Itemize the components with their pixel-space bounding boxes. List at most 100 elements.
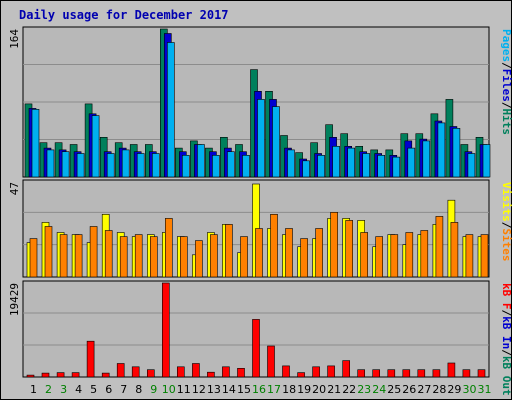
bar-sites-day-6	[104, 230, 113, 278]
bar-pages-day-10	[167, 42, 175, 178]
x-tick-label: 29	[447, 383, 461, 396]
legend-files: Files	[500, 69, 512, 102]
bar-pages-day-31	[482, 144, 491, 178]
bar-kb-f-day-22	[342, 360, 351, 378]
bar-pages-day-15	[242, 155, 250, 178]
legend-kb-f: kB F	[500, 283, 512, 310]
x-tick-label: 24	[372, 383, 386, 396]
bar-sites-day-20	[315, 228, 323, 278]
bar-pages-day-25	[392, 156, 401, 178]
bar-pages-day-24	[377, 155, 386, 178]
x-tick-label: 30	[463, 383, 477, 396]
legend-sites: Sites	[500, 228, 512, 261]
bar-sites-day-2	[44, 226, 53, 278]
legend-separator: /	[500, 222, 512, 229]
bar-sites-day-15	[240, 236, 248, 278]
bar-kb-f-day-6	[101, 372, 110, 378]
bar-pages-day-14	[227, 151, 235, 178]
bar-kb-f-day-23	[357, 369, 366, 378]
panel-kbytes: 19429 kB F/kB In/kB Out	[8, 280, 512, 396]
bar-pages-day-18	[287, 149, 295, 178]
bar-pages-day-9	[152, 153, 160, 178]
bar-pages-day-16	[257, 99, 265, 178]
bar-kb-f-day-26	[402, 369, 411, 378]
bar-sites-day-22	[345, 220, 354, 278]
bar-kb-f-day-11	[177, 366, 185, 378]
bar-kb-f-day-25	[387, 369, 396, 378]
bar-sites-day-7	[119, 236, 128, 278]
x-tick-label: 6	[105, 383, 112, 396]
legend-visits: Visits	[500, 182, 512, 222]
x-tick-label: 17	[267, 383, 281, 396]
bar-pages-day-4	[76, 153, 85, 178]
x-tick-label: 19	[297, 383, 311, 396]
bar-pages-day-27	[422, 140, 431, 178]
bar-kb-f-day-24	[372, 369, 381, 378]
bar-sites-day-19	[300, 238, 308, 278]
bar-pages-day-17	[272, 106, 280, 178]
bar-sites-day-28	[435, 216, 444, 278]
bar-kb-f-day-4	[71, 372, 80, 378]
x-tick-label: 2	[45, 383, 52, 396]
bar-kb-f-day-5	[86, 340, 95, 378]
y-max-label: 47	[8, 182, 21, 195]
bar-kb-f-day-13	[207, 371, 215, 378]
bar-kb-f-day-8	[131, 366, 140, 378]
bar-sites-day-9	[150, 236, 158, 278]
x-tick-label: 4	[75, 383, 82, 396]
bar-pages-day-30	[467, 153, 476, 178]
bar-pages-day-23	[362, 153, 371, 178]
bar-kb-f-day-7	[116, 363, 125, 378]
bar-kb-f-day-29	[447, 362, 456, 378]
bar-sites-day-31	[480, 234, 489, 278]
bar-pages-day-2	[46, 149, 55, 178]
bar-kb-f-day-16	[252, 319, 260, 378]
bar-sites-day-14	[225, 224, 233, 278]
bar-pages-day-26	[407, 147, 416, 178]
legend-requests: Pages/Files/Hits	[500, 29, 512, 135]
bar-pages-day-19	[302, 160, 310, 178]
bar-sites-day-1	[29, 238, 38, 278]
legend-kb-out: kB Out	[500, 356, 512, 396]
chart-title: Daily usage for December 2017	[19, 8, 229, 22]
x-tick-label: 3	[60, 383, 67, 396]
bar-pages-day-22	[347, 147, 356, 178]
x-tick-label: 12	[192, 383, 206, 396]
bar-kb-f-day-3	[56, 372, 65, 378]
bar-pages-day-29	[452, 128, 461, 178]
bar-sites-day-4	[74, 234, 83, 278]
x-tick-label: 26	[402, 383, 416, 396]
legend-hits: Hits	[500, 109, 512, 136]
x-tick-label: 15	[237, 383, 251, 396]
bar-kb-f-day-9	[147, 369, 155, 378]
bar-kb-f-day-19	[297, 372, 305, 378]
bar-kb-f-day-20	[312, 366, 320, 378]
x-tick-label: 11	[177, 383, 191, 396]
bar-pages-day-12	[197, 144, 205, 178]
bar-kb-f-day-28	[432, 369, 441, 378]
x-tick-label: 1	[30, 383, 37, 396]
legend-kb-in: kB In	[500, 316, 512, 349]
legend-separator: /	[500, 62, 512, 69]
x-tick-label: 10	[162, 383, 176, 396]
legend-separator: /	[500, 349, 512, 356]
legend-separator: /	[500, 102, 512, 109]
bar-sites-day-3	[59, 234, 68, 278]
x-tick-label: 13	[207, 383, 221, 396]
bar-sites-day-16	[255, 228, 263, 278]
bar-pages-day-21	[332, 146, 340, 178]
bar-sites-day-13	[210, 234, 218, 278]
bar-kb-f-day-2	[41, 372, 50, 378]
bar-kb-f-day-27	[417, 369, 426, 378]
bar-pages-day-5	[91, 115, 100, 178]
bar-pages-day-13	[212, 155, 220, 178]
bar-sites-day-17	[270, 214, 278, 278]
legend-kbytes: kB F/kB In/kB Out	[500, 283, 512, 396]
x-tick-label: 9	[150, 383, 157, 396]
x-tick-label: 28	[432, 383, 446, 396]
bar-sites-day-8	[134, 234, 143, 278]
x-tick-label: 23	[357, 383, 371, 396]
bar-sites-day-27	[420, 230, 429, 278]
bar-kb-f-day-17	[267, 345, 275, 378]
